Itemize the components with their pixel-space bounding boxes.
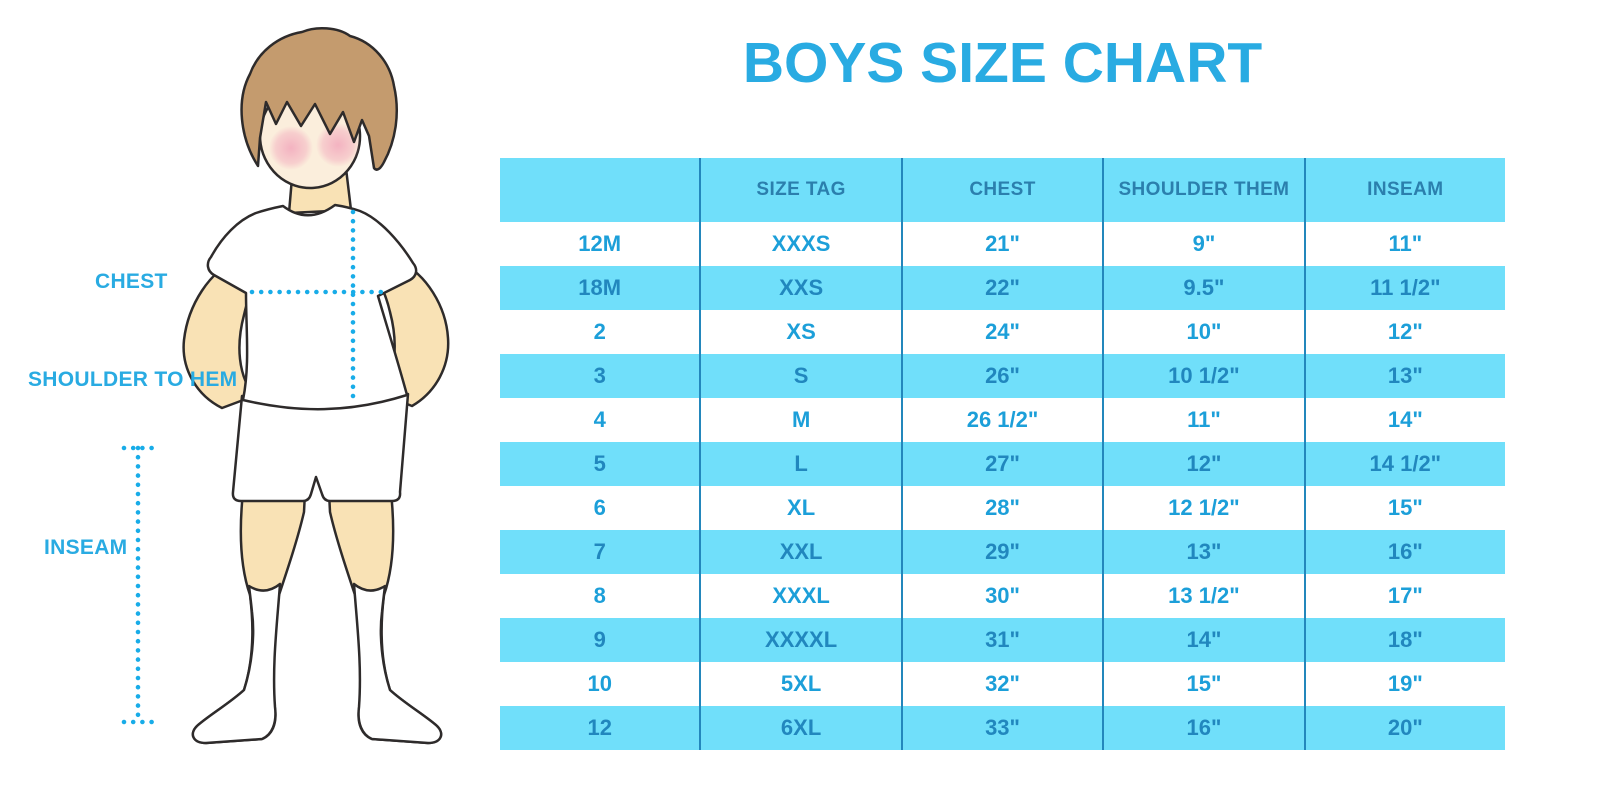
inseam-cell: 16" — [1303, 530, 1505, 574]
chest-label: CHEST — [95, 270, 168, 293]
size-cell: 18M — [578, 275, 622, 300]
size-tag-cell: XL — [699, 486, 900, 530]
size-tag-cell: XXXXL — [699, 618, 900, 662]
inseam-label: INSEAM — [44, 536, 128, 559]
size-tag-cell: 5XL — [699, 662, 900, 706]
boy-shirt — [206, 203, 418, 411]
size-tag-cell: S — [699, 354, 900, 398]
size-cell: 3 — [593, 363, 606, 388]
column-header-shoulder: SHOULDER THEM — [1102, 158, 1303, 222]
table-row: 7 XXL 29" 13" 16" — [500, 530, 1505, 574]
shoulder-cell: 16" — [1102, 706, 1303, 750]
size-cell: 5 — [593, 451, 606, 476]
size-cell: 12 — [587, 715, 612, 740]
table-row: 8 XXXL 30" 13 1/2" 17" — [500, 574, 1505, 618]
size-cell: 2 — [593, 319, 606, 344]
blush-left — [269, 126, 313, 170]
shoulder-to-hem-label: SHOULDER TO HEM — [28, 368, 238, 391]
shoulder-cell: 15" — [1102, 662, 1303, 706]
size-tag-cell: XS — [699, 310, 900, 354]
chest-cell: 22" — [900, 266, 1102, 310]
inseam-cell: 20" — [1303, 706, 1505, 750]
boy-left-sock — [191, 582, 282, 745]
inseam-cell: 14 1/2" — [1303, 442, 1505, 486]
shoulder-cell: 12 1/2" — [1102, 486, 1303, 530]
size-tag-cell: XXS — [699, 266, 900, 310]
inseam-cell: 11" — [1303, 222, 1505, 266]
table-row: 18M XXS 22" 9.5" 11 1/2" — [500, 266, 1505, 310]
inseam-cell: 13" — [1303, 354, 1505, 398]
size-tag-cell: XXL — [699, 530, 900, 574]
shoulder-cell: 10" — [1102, 310, 1303, 354]
table-row: 9 XXXXL 31" 14" 18" — [500, 618, 1505, 662]
size-cell: 12M — [578, 231, 622, 256]
boy-right-sock — [352, 582, 443, 745]
table-row: 12M XXXS 21" 9" 11" — [500, 222, 1505, 266]
chest-cell: 27" — [900, 442, 1102, 486]
table-header-row: SIZE TAG CHEST SHOULDER THEM INSEAM — [500, 158, 1505, 222]
inseam-cell: 14" — [1303, 398, 1505, 442]
chest-cell: 30" — [900, 574, 1102, 618]
inseam-cell: 15" — [1303, 486, 1505, 530]
size-tag-cell: L — [699, 442, 900, 486]
size-table: SIZE TAG CHEST SHOULDER THEM INSEAM 12M … — [500, 158, 1505, 750]
boy-illustration — [121, 27, 450, 745]
chest-cell: 24" — [900, 310, 1102, 354]
inseam-cell: 17" — [1303, 574, 1505, 618]
chest-cell: 26" — [900, 354, 1102, 398]
column-header-size — [500, 158, 699, 222]
shoulder-cell: 13 1/2" — [1102, 574, 1303, 618]
shoulder-cell: 9" — [1102, 222, 1303, 266]
table-row: 6 XL 28" 12 1/2" 15" — [500, 486, 1505, 530]
size-cell: 6 — [593, 495, 606, 520]
size-tag-cell: 6XL — [699, 706, 900, 750]
inseam-cell: 11 1/2" — [1303, 266, 1505, 310]
shoulder-cell: 13" — [1102, 530, 1303, 574]
column-header-inseam: INSEAM — [1303, 158, 1505, 222]
boy-shorts — [231, 392, 410, 503]
shoulder-cell: 14" — [1102, 618, 1303, 662]
boy-hair — [240, 27, 398, 171]
size-cell: 10 — [587, 671, 612, 696]
table-row: 5 L 27" 12" 14 1/2" — [500, 442, 1505, 486]
shoulder-cell: 11" — [1102, 398, 1303, 442]
measurement-guides — [121, 209, 387, 725]
chest-cell: 33" — [900, 706, 1102, 750]
inseam-cell: 19" — [1303, 662, 1505, 706]
column-header-chest: CHEST — [900, 158, 1102, 222]
size-cell: 9 — [593, 627, 606, 652]
size-tag-cell: M — [699, 398, 900, 442]
chest-cell: 29" — [900, 530, 1102, 574]
size-tag-cell: XXXL — [699, 574, 900, 618]
boy-arms — [182, 258, 450, 410]
inseam-cell: 18" — [1303, 618, 1505, 662]
boy-legs — [191, 490, 443, 745]
chest-cell: 28" — [900, 486, 1102, 530]
table-row: 12 6XL 33" 16" 20" — [500, 706, 1505, 750]
size-tag-cell: XXXS — [699, 222, 900, 266]
blush-right — [316, 123, 360, 167]
size-cell: 4 — [593, 407, 606, 432]
chest-cell: 31" — [900, 618, 1102, 662]
shoulder-cell: 10 1/2" — [1102, 354, 1303, 398]
table-row: 3 S 26" 10 1/2" 13" — [500, 354, 1505, 398]
size-cell: 7 — [593, 539, 606, 564]
shoulder-cell: 12" — [1102, 442, 1303, 486]
column-header-size-tag: SIZE TAG — [699, 158, 900, 222]
table-row: 2 XS 24" 10" 12" — [500, 310, 1505, 354]
table-row: 10 5XL 32" 15" 19" — [500, 662, 1505, 706]
table-row: 4 M 26 1/2" 11" 14" — [500, 398, 1505, 442]
chest-cell: 21" — [900, 222, 1102, 266]
chest-cell: 32" — [900, 662, 1102, 706]
size-cell: 8 — [593, 583, 606, 608]
chest-cell: 26 1/2" — [900, 398, 1102, 442]
page-title: BOYS SIZE CHART — [742, 31, 1263, 95]
inseam-cell: 12" — [1303, 310, 1505, 354]
shoulder-cell: 9.5" — [1102, 266, 1303, 310]
